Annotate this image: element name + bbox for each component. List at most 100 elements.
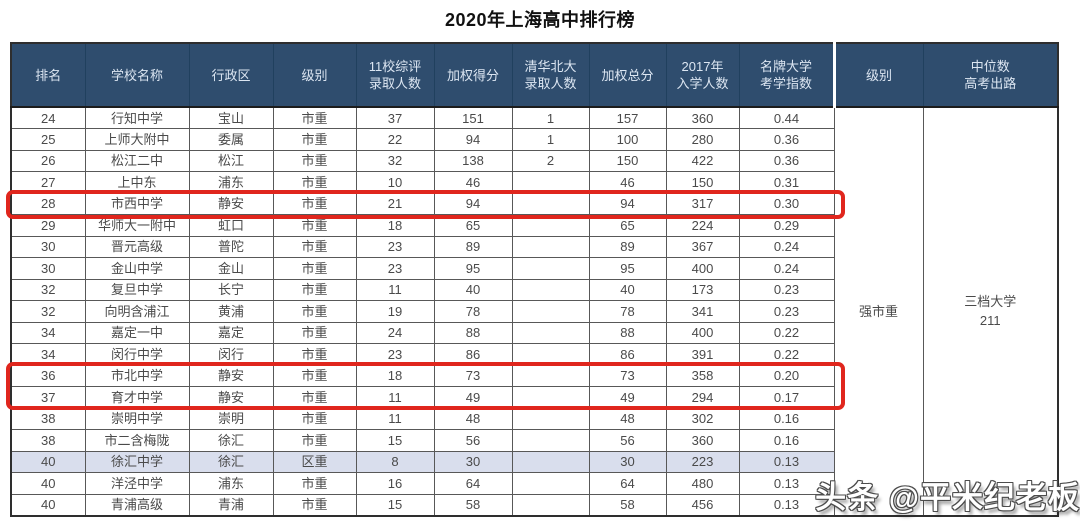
table-cell: 0.29 xyxy=(738,214,835,237)
table-cell: 0.16 xyxy=(738,407,835,430)
table-cell xyxy=(511,278,590,301)
table-cell: 65 xyxy=(433,214,513,237)
table-row: 40 徐汇中学 徐汇 区重 8 30 30 223 0.13 xyxy=(10,450,1058,473)
table-cell: 0.24 xyxy=(738,235,835,258)
table-cell: 徐汇 xyxy=(188,450,274,473)
table-cell: 长宁 xyxy=(188,278,274,301)
table-cell: 23 xyxy=(355,343,435,366)
table-cell: 嘉定一中 xyxy=(84,321,190,344)
table-cell: 0.13 xyxy=(738,493,835,516)
column-header: 中位数 高考出路 xyxy=(922,42,1059,108)
table-cell: 崇明中学 xyxy=(84,407,190,430)
table-cell: 86 xyxy=(433,343,513,366)
table-cell: 32 xyxy=(355,149,435,172)
table-cell: 49 xyxy=(433,386,513,409)
table-cell: 15 xyxy=(355,493,435,516)
table-cell: 88 xyxy=(588,321,667,344)
table-cell: 367 xyxy=(665,235,740,258)
table-row: 25 上师大附中 委属 市重 22 94 1 100 280 0.36 xyxy=(10,128,1058,151)
table-cell: 294 xyxy=(665,386,740,409)
table-cell: 94 xyxy=(433,192,513,215)
table-cell: 37 xyxy=(355,106,435,129)
table-cell: 360 xyxy=(665,429,740,452)
table-cell: 洋泾中学 xyxy=(84,472,190,495)
table-cell: 24 xyxy=(355,321,435,344)
table-cell: 静安 xyxy=(188,192,274,215)
table-cell: 40 xyxy=(10,472,86,495)
table-cell xyxy=(511,192,590,215)
table-cell: 56 xyxy=(433,429,513,452)
table-cell: 8 xyxy=(355,450,435,473)
column-header: 清华北大 录取人数 xyxy=(511,42,590,108)
table-cell: 32 xyxy=(10,300,86,323)
table-cell: 闵行 xyxy=(188,343,274,366)
table-cell: 138 xyxy=(433,149,513,172)
ranking-table: 排名 学校名称 行政区 级别 11校综评 录取人数 加权得分 清华北大 录取人数 加权总分 20… xyxy=(10,42,1059,517)
table-row: 38 崇明中学 崇明 市重 11 48 48 302 0.16 xyxy=(10,407,1058,430)
table-cell: 青浦 xyxy=(188,493,274,516)
table-cell: 86 xyxy=(588,343,667,366)
table-cell: 市重 xyxy=(272,128,357,151)
table-cell: 徐汇 xyxy=(188,429,274,452)
table-cell: 11 xyxy=(355,407,435,430)
table-cell: 46 xyxy=(588,171,667,194)
table-cell: 行知中学 xyxy=(84,106,190,129)
merged-level-group-cell: 强市重 xyxy=(833,106,924,516)
table-cell: 25 xyxy=(10,128,86,151)
table-cell: 22 xyxy=(355,128,435,151)
table-cell: 市重 xyxy=(272,364,357,387)
table-cell: 嘉定 xyxy=(188,321,274,344)
table-cell: 30 xyxy=(10,257,86,280)
table-cell: 市重 xyxy=(272,257,357,280)
table-row: 24 行知中学 宝山 市重 37 151 1 157 360 0.44 强市重 三档大学 211 xyxy=(10,106,1059,516)
table-cell: 市重 xyxy=(272,429,357,452)
table-cell: 173 xyxy=(665,278,740,301)
table-cell: 422 xyxy=(665,149,740,172)
table-cell: 区重 xyxy=(272,450,357,473)
table-cell: 37 xyxy=(10,386,86,409)
table-cell: 34 xyxy=(10,343,86,366)
table-cell: 2 xyxy=(511,149,590,172)
table-cell: 宝山 xyxy=(188,106,274,129)
table-cell: 市重 xyxy=(272,343,357,366)
table-cell: 0.36 xyxy=(738,128,835,151)
table-cell: 浦东 xyxy=(188,171,274,194)
table-cell: 23 xyxy=(355,257,435,280)
table-cell: 64 xyxy=(588,472,667,495)
table-cell: 普陀 xyxy=(188,235,274,258)
table-cell: 市二含梅陇 xyxy=(84,429,190,452)
table-row: 34 闵行中学 闵行 市重 23 86 86 391 0.22 xyxy=(10,343,1058,366)
table-cell: 市重 xyxy=(272,407,357,430)
table-cell: 市重 xyxy=(272,321,357,344)
table-cell: 18 xyxy=(355,214,435,237)
column-header: 行政区 xyxy=(188,42,274,108)
table-row: 40 洋泾中学 浦东 市重 16 64 64 480 0.13 xyxy=(10,472,1058,495)
table-cell: 0.24 xyxy=(738,257,835,280)
table-cell: 94 xyxy=(433,128,513,151)
table-cell: 向明含浦江 xyxy=(84,300,190,323)
table-cell: 40 xyxy=(433,278,513,301)
table-cell: 青浦高级 xyxy=(84,493,190,516)
table-cell: 育才中学 xyxy=(84,386,190,409)
table-cell: 市重 xyxy=(272,192,357,215)
table-cell: 上中东 xyxy=(84,171,190,194)
table-cell: 16 xyxy=(355,472,435,495)
table-cell: 崇明 xyxy=(188,407,274,430)
watermark: 头条 @平米纪老板 xyxy=(815,480,1080,515)
table-row: 32 向明含浦江 黄浦 市重 19 78 78 341 0.23 xyxy=(10,300,1058,323)
table-cell: 市重 xyxy=(272,493,357,516)
table-cell: 32 xyxy=(10,278,86,301)
table-cell: 223 xyxy=(665,450,740,473)
table-cell: 38 xyxy=(10,407,86,430)
table-cell: 40 xyxy=(588,278,667,301)
table-row: 34 嘉定一中 嘉定 市重 24 88 88 400 0.22 xyxy=(10,321,1058,344)
table-cell xyxy=(511,171,590,194)
table-cell: 73 xyxy=(433,364,513,387)
table-cell xyxy=(511,214,590,237)
table-cell: 56 xyxy=(588,429,667,452)
column-header: 名牌大学 考学指数 xyxy=(738,42,835,108)
table-row: 40 青浦高级 青浦 市重 15 58 58 456 0.13 xyxy=(10,493,1058,516)
table-cell: 0.30 xyxy=(738,192,835,215)
table-cell: 78 xyxy=(588,300,667,323)
table-cell: 金山 xyxy=(188,257,274,280)
